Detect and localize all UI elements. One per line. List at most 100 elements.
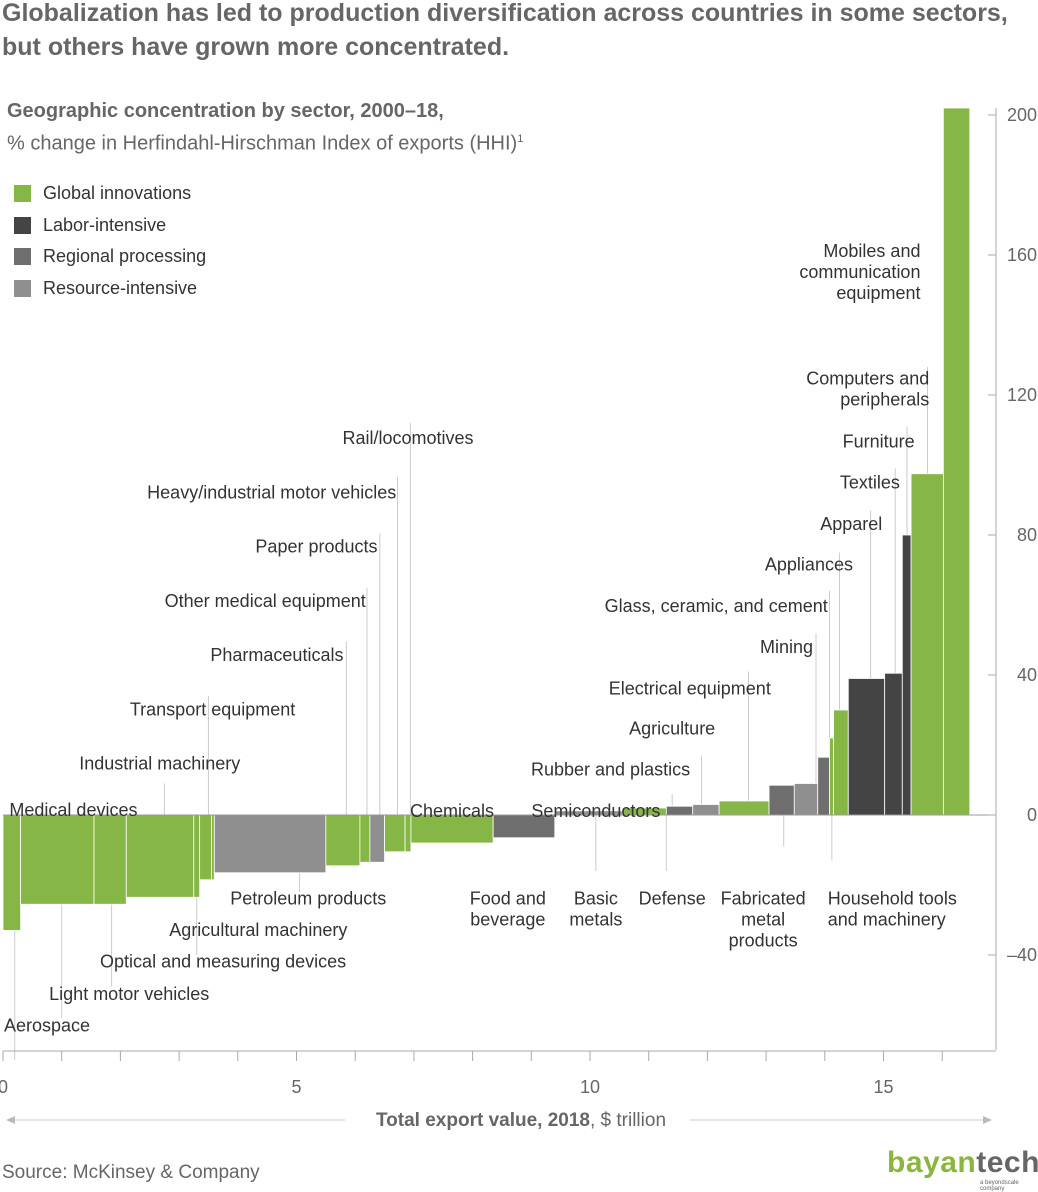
sector-label-line: Rail/locomotives	[343, 428, 474, 448]
sector-label-line: metal	[741, 909, 785, 929]
bar-computers-and-peripherals	[942, 107, 971, 816]
chart-title: Geographic concentration by sector, 2000…	[7, 100, 444, 122]
sector-label-line: Chemicals	[410, 801, 494, 821]
x-axis-title-bold: Total export value, 2018	[376, 1110, 590, 1131]
headline: Globalization has led to production dive…	[2, 0, 1008, 61]
sector-label-semiconductors: Semiconductors	[531, 801, 660, 821]
legend: Global innovations Labor-intensive Regio…	[14, 178, 206, 304]
bar-optical-and-measuring-devices	[93, 814, 127, 905]
sector-label-pharmaceuticals: Pharmaceuticals	[210, 645, 343, 665]
y-tick-label: 0	[1027, 805, 1037, 825]
sector-label-line: Apparel	[820, 514, 882, 534]
brand-tagline: a beyondscale company	[980, 1180, 1019, 1192]
sector-label-line: Mobiles and	[823, 241, 920, 261]
source-note: Source: McKinsey & Company	[2, 1162, 260, 1183]
sector-label-chemicals: Chemicals	[410, 801, 494, 821]
bar-apparel	[884, 672, 903, 816]
sector-label-line: Transport equipment	[130, 699, 295, 719]
arrow-right-icon	[983, 1116, 992, 1124]
bar-household-tools-and-machinery	[829, 737, 835, 816]
bar-pharmaceuticals	[325, 814, 361, 867]
sector-label-line: Agricultural machinery	[169, 920, 347, 940]
legend-item-global-innovations: Global innovations	[14, 178, 206, 210]
sector-label-rubber-and-plastics: Rubber and plastics	[531, 759, 690, 779]
sector-label-line: Industrial machinery	[79, 754, 240, 774]
sector-label-line: Defense	[639, 888, 706, 908]
bar-petroleum-products	[213, 814, 327, 874]
chart-area: 200 160 120 80 40 0 –40 0 5 10 15 Total export valu…	[0, 105, 1037, 1131]
bar-industrial-machinery	[193, 814, 201, 898]
bar-light-motor-vehicles	[20, 814, 95, 905]
sector-label-line: Food and	[470, 888, 546, 908]
sector-label-line: peripherals	[840, 390, 929, 410]
sector-label-fabricated-metal-products: Fabricated metal products	[721, 888, 806, 950]
sector-label-aerospace: Aerospace	[4, 1015, 90, 1035]
bar-appliances	[847, 678, 886, 816]
chart-subtitle: % change in Herfindahl-Hirschman Index o…	[7, 132, 524, 155]
sector-label-optical-and-measuring-devices: Optical and measuring devices	[100, 952, 346, 972]
sector-label-line: metals	[569, 909, 622, 929]
sector-label-mining: Mining	[760, 637, 813, 657]
arrow-left-icon	[6, 1116, 15, 1124]
x-tick-label: 10	[580, 1077, 600, 1097]
sector-label-line: Medical devices	[9, 800, 137, 820]
bar-aerospace	[2, 814, 22, 931]
sector-label-line: Basic	[574, 888, 618, 908]
sector-label-light-motor-vehicles: Light motor vehicles	[49, 984, 209, 1004]
sector-label-agriculture: Agriculture	[629, 719, 715, 739]
y-tick-label: 200	[1007, 105, 1037, 125]
bar-rubber-and-plastics	[692, 804, 720, 816]
sector-label-glass-ceramic-and-cement: Glass, ceramic, and cement	[605, 596, 828, 616]
legend-swatch	[14, 279, 31, 297]
sector-label-paper-products: Paper products	[255, 537, 377, 557]
x-axis-title: Total export value, 2018, $ trillion	[376, 1110, 666, 1131]
sector-label-medical-devices: Medical devices	[9, 800, 137, 820]
legend-swatch	[14, 216, 31, 234]
sector-label-line: communication	[799, 262, 920, 282]
bar-glass-ceramic-and-cement	[833, 709, 849, 816]
x-tick-label: 15	[873, 1077, 893, 1097]
sector-label-line: equipment	[836, 283, 920, 303]
sector-label-furniture: Furniture	[843, 432, 915, 452]
bar-mining	[817, 756, 830, 816]
sector-label-line: Rubber and plastics	[531, 759, 690, 779]
sector-label-textiles: Textiles	[840, 472, 900, 492]
sector-label-line: Appliances	[765, 555, 853, 575]
legend-item-regional-processing: Regional processing	[14, 241, 206, 273]
sector-label-line: Other medical equipment	[165, 591, 366, 611]
sector-label-line: Paper products	[255, 537, 377, 557]
sector-label-line: Petroleum products	[230, 888, 386, 908]
sector-label-line: Household tools	[828, 888, 957, 908]
sector-label-apparel: Apparel	[820, 514, 882, 534]
sector-label-line: Mining	[760, 637, 813, 657]
sector-label-line: Optical and measuring devices	[100, 952, 346, 972]
sector-label-line: Aerospace	[4, 1015, 90, 1035]
bar-paper-products	[369, 814, 385, 863]
sector-label-basic-metals: Basic metals	[569, 888, 622, 929]
y-tick-label: –40	[1007, 945, 1037, 965]
sector-label-line: and machinery	[828, 909, 946, 929]
sector-label-mobiles-and-communication-equipment: Mobiles and communication equipment	[799, 241, 920, 303]
sector-label-rail-locomotives: Rail/locomotives	[343, 428, 474, 448]
sector-label-line: Heavy/industrial motor vehicles	[147, 482, 396, 502]
x-axis-title-unit: , $ trillion	[590, 1110, 666, 1131]
sector-label-industrial-machinery: Industrial machinery	[79, 754, 240, 774]
legend-label: Regional processing	[43, 246, 207, 267]
brand-logo: bayantech	[887, 1146, 1038, 1179]
chart-subtitle-block: Geographic concentration by sector, 2000…	[7, 97, 523, 158]
sector-label-household-tools-and-machinery: Household tools and machinery	[828, 888, 957, 929]
bar-electrical-equipment	[793, 783, 819, 816]
sector-label-agricultural-machinery: Agricultural machinery	[169, 920, 347, 940]
sector-label-defense: Defense	[639, 888, 706, 908]
bar-textiles	[901, 534, 912, 816]
bar-defense	[665, 805, 694, 816]
sector-label-line: Textiles	[840, 472, 900, 492]
sector-label-transport-equipment: Transport equipment	[130, 699, 295, 719]
x-tick-label: 5	[291, 1077, 301, 1097]
sector-label-line: Semiconductors	[531, 801, 660, 821]
bar-furniture	[910, 473, 944, 816]
y-tick-label: 40	[1017, 665, 1037, 685]
bar-agricultural-machinery	[199, 814, 212, 881]
bar-heavy-industrial-motor-vehicles	[384, 814, 406, 853]
bar-transport-equipment	[210, 814, 215, 881]
